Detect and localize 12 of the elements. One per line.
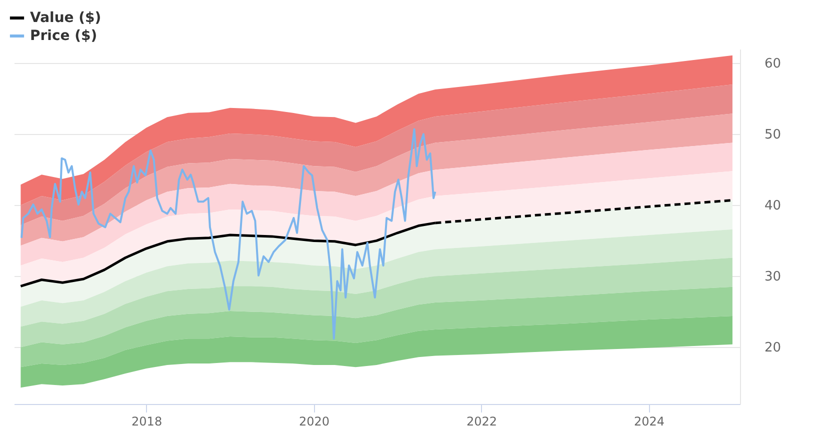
x-tick-label: 2020 — [299, 414, 330, 427]
y-tick-label: 20 — [764, 340, 782, 356]
y-tick-label: 40 — [764, 198, 782, 214]
x-tick-label: 2024 — [634, 414, 664, 427]
legend-label: Price ($) — [30, 28, 98, 44]
x-tick-label: 2022 — [466, 414, 498, 427]
y-tick-label: 50 — [764, 128, 782, 143]
legend-label: Value ($) — [30, 10, 102, 26]
y-tick-label: 30 — [764, 270, 782, 285]
y-tick-label: 60 — [764, 56, 782, 72]
line-series — [20, 128, 436, 340]
x-tick-label: 2018 — [132, 414, 162, 427]
